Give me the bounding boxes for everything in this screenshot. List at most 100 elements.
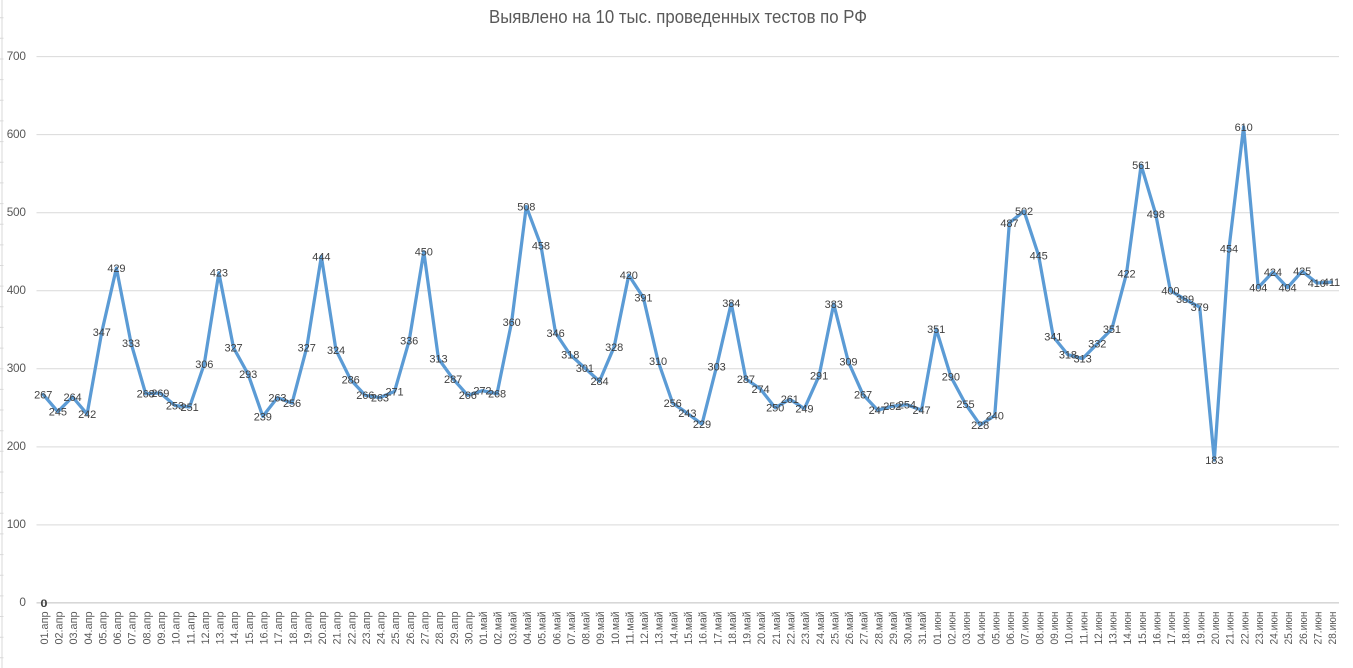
svg-text:327: 327 — [298, 343, 316, 355]
svg-text:20.май: 20.май — [756, 612, 768, 645]
svg-text:391: 391 — [634, 293, 652, 305]
svg-text:13.апр: 13.апр — [215, 612, 227, 645]
svg-text:286: 286 — [342, 375, 360, 387]
svg-text:21.май: 21.май — [771, 612, 783, 645]
svg-text:561: 561 — [1132, 160, 1150, 172]
svg-text:26.июн: 26.июн — [1298, 612, 1310, 645]
svg-text:229: 229 — [693, 419, 711, 431]
svg-text:411: 411 — [1323, 277, 1340, 289]
svg-text:450: 450 — [415, 247, 433, 259]
svg-text:318: 318 — [1059, 350, 1077, 362]
svg-text:360: 360 — [503, 317, 521, 329]
svg-text:29.май: 29.май — [888, 612, 900, 645]
svg-text:10.апр: 10.апр — [171, 612, 183, 645]
svg-text:15.май: 15.май — [683, 612, 695, 645]
svg-text:508: 508 — [517, 201, 535, 213]
svg-text:16.июн: 16.июн — [1151, 612, 1163, 645]
svg-text:02.апр: 02.апр — [54, 612, 66, 645]
svg-text:31.май: 31.май — [917, 612, 929, 645]
svg-text:410: 410 — [1308, 278, 1326, 290]
svg-text:23.май: 23.май — [800, 612, 812, 645]
svg-text:404: 404 — [1249, 283, 1267, 295]
svg-text:28.июн: 28.июн — [1327, 612, 1339, 645]
svg-text:458: 458 — [532, 240, 550, 252]
svg-text:06.май: 06.май — [551, 612, 563, 645]
svg-text:05.июн: 05.июн — [990, 612, 1002, 645]
svg-text:24.май: 24.май — [815, 612, 827, 645]
svg-text:261: 261 — [781, 394, 799, 406]
svg-text:11.апр: 11.апр — [185, 612, 197, 645]
svg-text:13.май: 13.май — [654, 612, 666, 645]
svg-text:263: 263 — [268, 393, 286, 405]
svg-text:24.июн: 24.июн — [1269, 612, 1281, 645]
svg-text:454: 454 — [1220, 244, 1238, 256]
svg-text:21.июн: 21.июн — [1225, 612, 1237, 645]
svg-text:08.апр: 08.апр — [141, 612, 153, 645]
svg-text:256: 256 — [664, 398, 682, 410]
svg-text:10.май: 10.май — [610, 612, 622, 645]
svg-text:01.июн: 01.июн — [932, 612, 944, 645]
svg-text:306: 306 — [195, 359, 213, 371]
svg-text:290: 290 — [942, 371, 960, 383]
svg-text:309: 309 — [839, 357, 857, 369]
svg-text:12.апр: 12.апр — [200, 612, 212, 645]
svg-text:16.апр: 16.апр — [258, 612, 270, 645]
svg-text:498: 498 — [1147, 209, 1165, 221]
svg-text:30.май: 30.май — [903, 612, 915, 645]
svg-text:06.июн: 06.июн — [1005, 611, 1017, 644]
svg-text:318: 318 — [561, 350, 579, 362]
svg-text:379: 379 — [1191, 302, 1209, 314]
svg-text:254: 254 — [898, 400, 916, 412]
svg-text:272: 272 — [473, 386, 491, 398]
svg-text:06.апр: 06.апр — [112, 612, 124, 645]
svg-text:255: 255 — [956, 399, 974, 411]
svg-text:333: 333 — [122, 338, 140, 350]
svg-text:03.май: 03.май — [507, 612, 519, 645]
svg-text:424: 424 — [1264, 267, 1282, 279]
svg-text:245: 245 — [49, 407, 67, 419]
svg-text:249: 249 — [795, 403, 813, 415]
svg-text:267: 267 — [854, 389, 872, 401]
svg-text:19.апр: 19.апр — [302, 612, 314, 645]
svg-text:300: 300 — [7, 361, 27, 375]
svg-text:700: 700 — [7, 49, 27, 63]
svg-text:16.май: 16.май — [698, 612, 710, 645]
svg-text:02.июн: 02.июн — [947, 612, 959, 645]
svg-text:27.май: 27.май — [859, 612, 871, 645]
svg-text:18.май: 18.май — [727, 612, 739, 645]
svg-text:09.май: 09.май — [595, 612, 607, 645]
svg-text:04.апр: 04.апр — [83, 612, 95, 645]
svg-text:25.май: 25.май — [829, 612, 841, 645]
svg-text:08.май: 08.май — [581, 612, 593, 645]
svg-text:0: 0 — [19, 595, 26, 609]
svg-text:327: 327 — [224, 343, 242, 355]
svg-text:0: 0 — [41, 598, 47, 610]
svg-text:253: 253 — [166, 400, 184, 412]
svg-text:22.июн: 22.июн — [1239, 612, 1251, 645]
svg-text:22.май: 22.май — [785, 612, 797, 645]
svg-text:01.апр: 01.апр — [39, 612, 51, 645]
svg-text:20.апр: 20.апр — [317, 612, 329, 645]
svg-text:287: 287 — [737, 374, 755, 386]
svg-text:313: 313 — [1074, 354, 1092, 366]
svg-text:28.апр: 28.апр — [434, 612, 446, 645]
svg-text:05.апр: 05.апр — [97, 612, 109, 645]
svg-text:17.апр: 17.апр — [273, 612, 285, 645]
svg-text:266: 266 — [459, 390, 477, 402]
svg-text:346: 346 — [547, 328, 565, 340]
svg-text:336: 336 — [400, 336, 418, 348]
svg-text:200: 200 — [7, 439, 27, 453]
svg-text:400: 400 — [7, 283, 27, 297]
svg-text:400: 400 — [1161, 286, 1179, 298]
svg-text:05.май: 05.май — [537, 612, 549, 645]
svg-text:25.июн: 25.июн — [1283, 612, 1295, 645]
svg-text:17.май: 17.май — [712, 612, 724, 645]
svg-text:14.апр: 14.апр — [229, 612, 241, 645]
svg-text:04.май: 04.май — [522, 612, 534, 645]
svg-text:303: 303 — [708, 361, 726, 373]
svg-text:240: 240 — [986, 411, 1004, 423]
svg-text:26.май: 26.май — [844, 612, 856, 645]
svg-text:444: 444 — [312, 251, 330, 263]
svg-text:445: 445 — [1030, 251, 1048, 263]
svg-text:324: 324 — [327, 345, 345, 357]
